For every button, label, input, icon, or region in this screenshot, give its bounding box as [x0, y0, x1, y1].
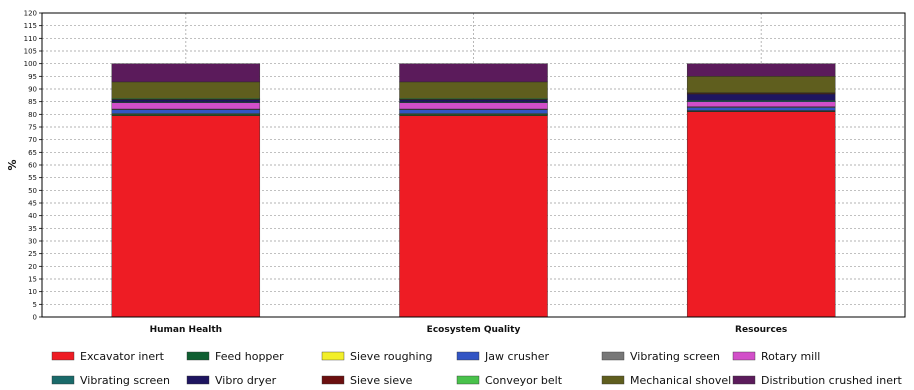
- legend-label: Vibro dryer: [215, 374, 277, 387]
- bar-segment: [399, 115, 548, 318]
- legend-label: Rotary mill: [761, 350, 820, 363]
- y-tick-label: 25: [28, 250, 37, 258]
- bar-segment: [111, 115, 261, 318]
- y-tick-label: 65: [28, 149, 37, 157]
- legend-label: Mechanical shovel: [630, 374, 731, 387]
- y-tick-label: 15: [28, 276, 37, 284]
- bar-segment: [686, 76, 836, 94]
- legend-swatch: [186, 375, 210, 385]
- legend-swatch: [456, 375, 480, 385]
- legend-swatch: [732, 375, 756, 385]
- y-tick-label: 60: [28, 162, 37, 170]
- legend: Excavator inert Feed hopper Sieve roughing…: [51, 350, 902, 387]
- legend-swatch: [456, 351, 480, 361]
- bars: [111, 63, 836, 318]
- legend-swatch: [601, 375, 625, 385]
- legend-swatch: [601, 351, 625, 361]
- bar-segment: [111, 99, 261, 103]
- y-tick-label: 80: [28, 111, 37, 119]
- x-category-label: Resources: [735, 325, 787, 335]
- legend-label: Excavator inert: [80, 350, 165, 363]
- axes: 0 5 10 15 20 25 30 35 40 45 50 55 60 65 70 75 80 85 90 95 10…: [6, 10, 906, 335]
- y-tick-label: 40: [28, 212, 37, 220]
- legend-swatch: [51, 351, 75, 361]
- legend-swatch: [321, 375, 345, 385]
- y-tick-label: 90: [28, 86, 37, 94]
- legend-label: Sieve sieve: [350, 374, 413, 387]
- bar-segment: [686, 93, 836, 101]
- x-category-label: Ecosystem Quality: [427, 325, 521, 335]
- y-tick-label: 95: [28, 73, 37, 81]
- legend-swatch: [186, 351, 210, 361]
- legend-swatch: [51, 375, 75, 385]
- bar-segment: [111, 109, 261, 114]
- legend-label: Conveyor belt: [485, 374, 563, 387]
- y-tick-label: 75: [28, 124, 37, 132]
- y-tick-label: 85: [28, 98, 37, 106]
- bar-segment: [399, 81, 548, 99]
- legend-label: Vibrating screen: [630, 350, 720, 363]
- bar-segment: [399, 99, 548, 103]
- bar-segment: [686, 63, 836, 77]
- legend-swatch: [321, 351, 345, 361]
- legend-label: Feed hopper: [215, 350, 284, 363]
- bar-segment: [111, 63, 261, 83]
- y-tick-label: 50: [28, 187, 37, 195]
- y-tick-label: 35: [28, 225, 37, 233]
- y-tick-label: 100: [24, 60, 37, 68]
- y-tick-label: 10: [28, 288, 37, 296]
- y-tick-label: 70: [28, 136, 37, 144]
- y-tick-label: 0: [33, 314, 37, 322]
- legend-swatch: [732, 351, 756, 361]
- y-tick-label: 30: [28, 238, 37, 246]
- y-tick-label: 20: [28, 263, 37, 271]
- bar-segment: [111, 81, 261, 99]
- bar-segment: [686, 107, 836, 111]
- y-tick-label: 45: [28, 200, 37, 208]
- bar-segment: [399, 63, 548, 83]
- x-category-label: Human Health: [150, 325, 222, 335]
- y-tick-label: 110: [24, 35, 37, 43]
- bar-segment: [399, 102, 548, 110]
- legend-label: Sieve roughing: [350, 350, 433, 363]
- bar-segment: [686, 111, 836, 318]
- y-axis-label: %: [6, 159, 19, 170]
- bar-segment: [686, 101, 836, 107]
- y-tick-label: 5: [33, 301, 37, 309]
- y-tick-label: 55: [28, 174, 37, 182]
- legend-label: Distribution crushed inert: [761, 374, 902, 387]
- y-tick-label: 120: [24, 10, 37, 18]
- y-tick-label: 105: [24, 48, 37, 56]
- legend-label: Vibrating screen: [80, 374, 170, 387]
- y-tick-label: 115: [24, 22, 37, 30]
- legend-label: Jaw crusher: [484, 350, 549, 363]
- plot-frame: [41, 12, 906, 318]
- bar-segment: [399, 109, 548, 114]
- bar-segment: [111, 102, 261, 110]
